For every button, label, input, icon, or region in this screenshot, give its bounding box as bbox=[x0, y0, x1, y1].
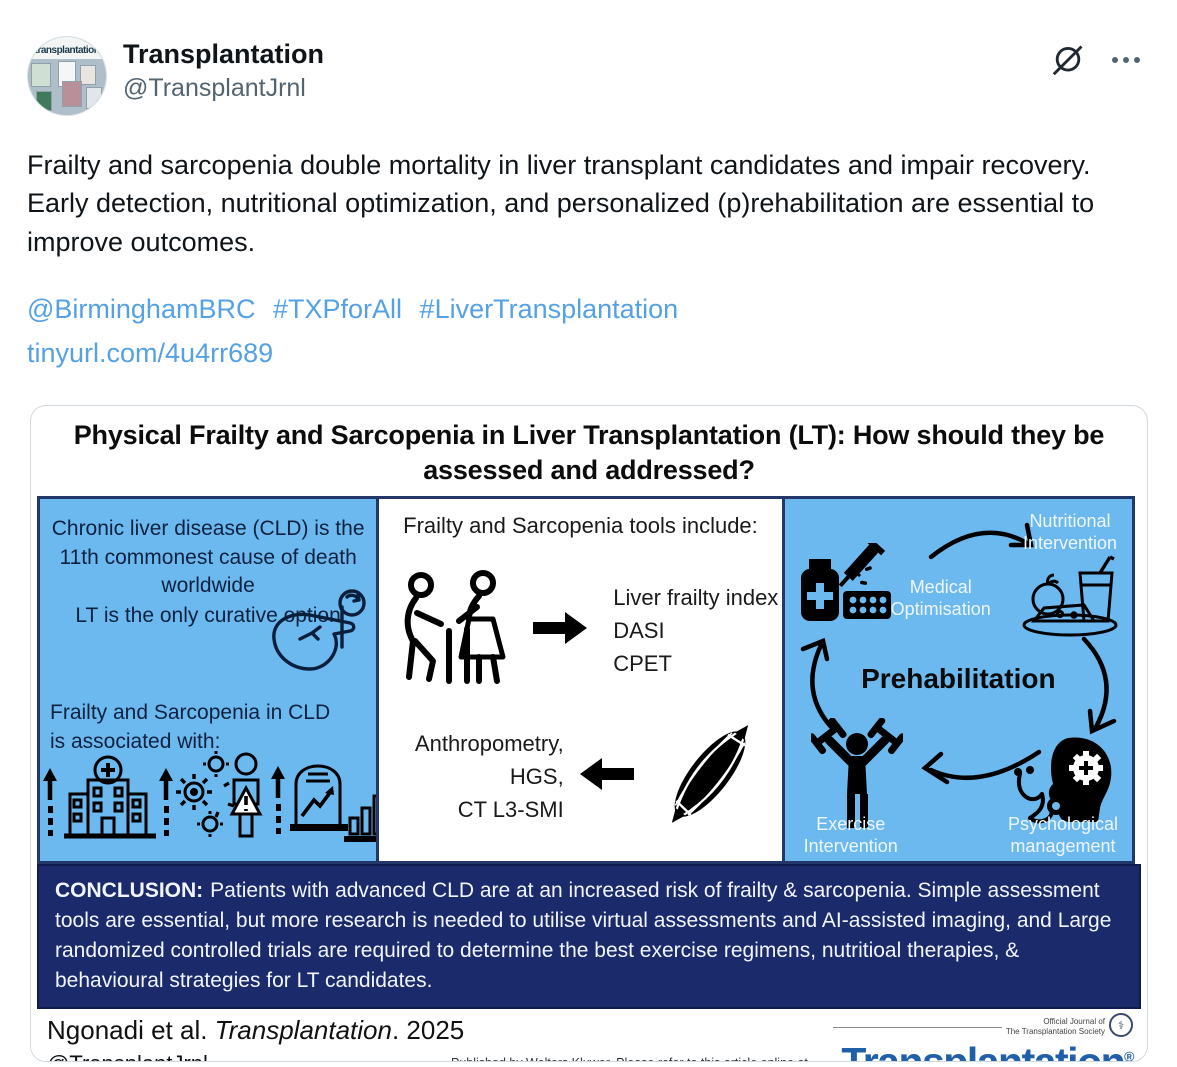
nutritional-intervention-label: Nutritional Intervention bbox=[1022, 511, 1117, 553]
mention-link[interactable]: @BirminghamBRC bbox=[27, 294, 256, 324]
citation: Ngonadi et al. Transplantation. 2025 bbox=[47, 1015, 465, 1046]
tool-item: Anthropometry, bbox=[414, 731, 564, 757]
increased-hospitalization-icon bbox=[40, 748, 158, 847]
infographic-footer: Ngonadi et al. Transplantation. 2025 @Tr… bbox=[31, 1009, 1147, 1062]
exercise-intervention-icon bbox=[807, 717, 906, 835]
tweet-url-link[interactable]: tinyurl.com/4u4rr689 bbox=[27, 338, 274, 368]
lt-fact-text: LT is the only curative option bbox=[75, 604, 341, 628]
cycle-arrow-left bbox=[793, 633, 845, 738]
tweet-header: transplantation Transplantation @Transpl… bbox=[27, 36, 1150, 118]
panel-assessment-tools: Frailty and Sarcopenia tools include: bbox=[376, 496, 785, 865]
avatar[interactable]: transplantation bbox=[27, 36, 107, 116]
muscle-fiber-icon bbox=[646, 710, 774, 843]
infographic-image[interactable]: Physical Frailty and Sarcopenia in Liver… bbox=[30, 405, 1148, 1062]
increased-mortality-icon bbox=[270, 748, 388, 847]
citation-journal-name: Transplantation bbox=[214, 1015, 392, 1046]
account-handle[interactable]: @TransplantJrnl bbox=[123, 74, 306, 103]
hashtag-link-2[interactable]: #LiverTransplantation bbox=[419, 294, 679, 324]
tool-item: HGS, bbox=[509, 764, 564, 790]
publisher-note: Published by Wolters Kluwer. Please refe… bbox=[451, 1055, 821, 1061]
tool-item: DASI bbox=[613, 618, 665, 644]
infographic-title: Physical Frailty and Sarcopenia in Liver… bbox=[73, 420, 1105, 486]
nutritional-intervention-icon bbox=[1018, 551, 1122, 642]
tweet-tags-row: @BirminghamBRC #TXPforAll #LiverTranspla… bbox=[27, 290, 1122, 328]
grok-icon[interactable] bbox=[1050, 42, 1086, 78]
society-seal-icon: ⚕ bbox=[1109, 1013, 1133, 1038]
panel-prehabilitation-cycle: Medical Optimisation Nutritional Interve… bbox=[781, 496, 1135, 865]
left-arrow-icon bbox=[578, 754, 634, 799]
journal-logo-block: Official Journal of The Transplantation … bbox=[833, 1013, 1134, 1062]
cycle-arrow-right bbox=[1074, 635, 1126, 744]
cycle-arrow-top bbox=[923, 515, 1043, 568]
association-heading: Frailty and Sarcopenia in CLD is associa… bbox=[50, 701, 331, 753]
tool-item: CT L3-SMI bbox=[457, 797, 564, 823]
tools-heading: Frailty and Sarcopenia tools include: bbox=[403, 513, 758, 539]
tagline-rule bbox=[833, 1027, 1002, 1029]
more-menu-icon[interactable] bbox=[1112, 57, 1140, 63]
journal-logo-text: Transplantation® bbox=[841, 1039, 1134, 1062]
right-arrow-icon bbox=[533, 608, 589, 653]
prehabilitation-label: Prehabilitation bbox=[861, 663, 1056, 695]
tweet-text: Frailty and sarcopenia double mortality … bbox=[27, 150, 1095, 257]
account-name[interactable]: Transplantation bbox=[123, 39, 325, 69]
journal-tagline: Official Journal of The Transplantation … bbox=[1005, 1017, 1105, 1037]
cycle-arrow-bottom bbox=[917, 738, 1047, 795]
tool-item: Liver frailty index bbox=[613, 585, 779, 611]
conclusion-bar: CONCLUSION: Patients with advanced CLD ar… bbox=[37, 864, 1141, 1010]
medical-optimisation-icon bbox=[797, 537, 893, 632]
psychological-management-icon bbox=[1006, 734, 1118, 831]
cld-fact-text: Chronic liver disease (CLD) is the 11th … bbox=[51, 517, 365, 597]
sarcopenia-tools-list: Anthropometry, HGS, CT L3-SMI bbox=[415, 727, 564, 826]
increased-infection-icon bbox=[158, 748, 270, 847]
avatar-journal-text: transplantation bbox=[34, 45, 100, 56]
hashtag-link-1[interactable]: #TXPforAll bbox=[272, 294, 403, 324]
panel-cld-facts: Chronic liver disease (CLD) is the 11th … bbox=[37, 496, 386, 865]
citation-handle: @TransplantJrnl bbox=[47, 1051, 208, 1061]
frailty-tools-list: Liver frailty index DASI CPET bbox=[613, 581, 778, 680]
conclusion-text: Patients with advanced CLD are at an inc… bbox=[55, 879, 1112, 992]
conclusion-label: CONCLUSION: bbox=[55, 879, 204, 903]
exercise-intervention-label: Exercise Intervention bbox=[803, 814, 898, 856]
elderly-couple-icon bbox=[397, 569, 519, 692]
liver-transplant-icon bbox=[262, 587, 370, 688]
tool-item: CPET bbox=[613, 651, 672, 677]
medical-optimisation-label: Medical Optimisation bbox=[890, 577, 991, 619]
psychological-management-label: Psychological management bbox=[1007, 814, 1118, 856]
